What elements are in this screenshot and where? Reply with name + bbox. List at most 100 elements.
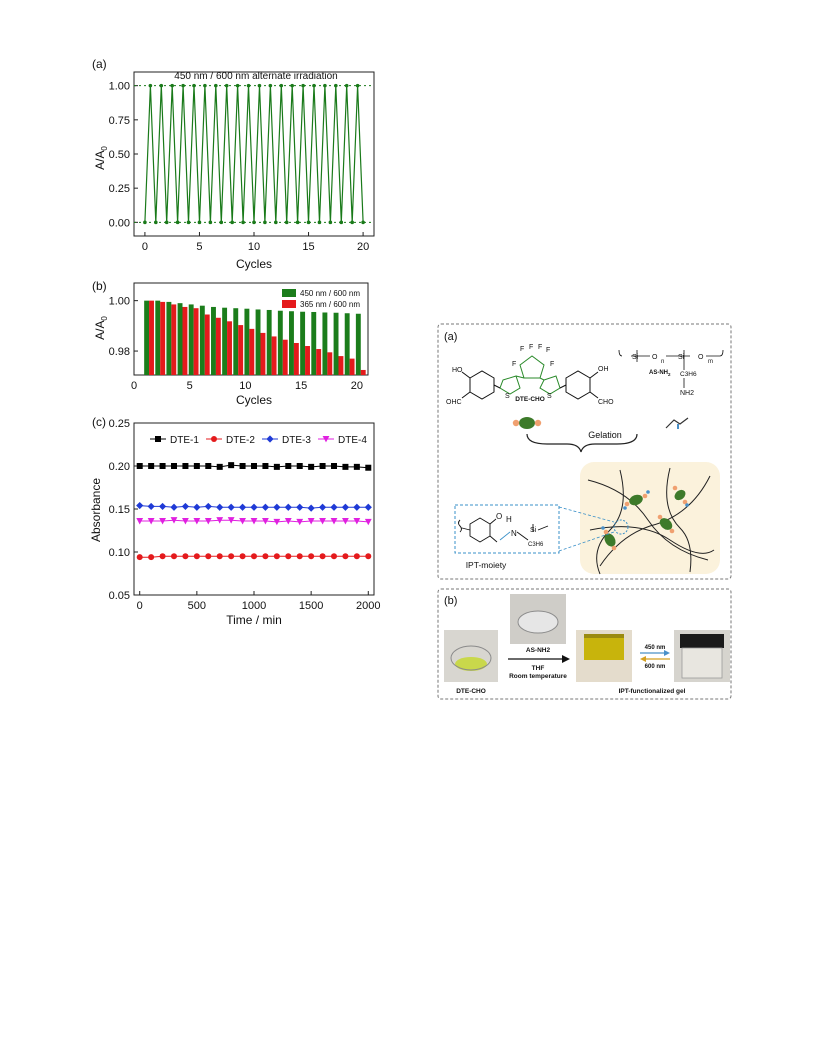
ipt-moiety-label: IPT-moiety <box>466 560 507 570</box>
data-point-a <box>154 220 158 225</box>
data-point-c <box>365 553 372 560</box>
ho-left: HO <box>452 367 463 374</box>
o-atom-2: O <box>698 354 704 361</box>
bar-green <box>233 308 239 375</box>
data-point-a <box>279 83 284 88</box>
clear-liquid-icon <box>517 610 559 634</box>
data-point-a <box>263 220 267 225</box>
data-point-c <box>251 553 257 560</box>
data-point-a <box>148 83 153 88</box>
y-axis-label-b: A/A0 <box>93 316 109 340</box>
aldehyde-end-icon <box>512 419 520 427</box>
data-point-c <box>148 554 155 561</box>
y-tick-label-c: 0.10 <box>109 547 130 559</box>
o-atom-1: O <box>652 354 658 361</box>
chart-a-title: 450 nm / 600 nm alternate irradiation <box>174 71 337 82</box>
data-point-c <box>147 518 155 525</box>
x-tick-label-c: 1000 <box>242 600 266 612</box>
dte-core-icon <box>519 417 535 429</box>
x-tick-label-c: 2000 <box>356 600 380 612</box>
y-tick-label-c: 0.15 <box>109 504 130 516</box>
f-atoms: F F F F F F <box>512 344 554 368</box>
data-point-c <box>319 518 326 525</box>
data-point-c <box>353 503 361 511</box>
y-tick-label-a: 0.50 <box>109 149 130 161</box>
data-point-c <box>331 553 337 560</box>
data-point-c <box>342 553 349 560</box>
chart-a: (a) 450 nm / 600 nm alternate irradiatio… <box>92 57 375 271</box>
bar-green <box>355 313 361 375</box>
data-point-c <box>262 518 269 525</box>
dte-cho-structure <box>461 355 599 400</box>
data-point-c <box>182 553 189 560</box>
legend-label-b: 450 nm / 600 nm <box>300 289 360 298</box>
data-point-c <box>182 463 189 469</box>
data-point-a <box>339 220 344 225</box>
moiety-si-atom: Si <box>530 527 537 534</box>
data-point-c <box>193 553 200 560</box>
data-point-c <box>319 553 326 560</box>
data-point-c <box>159 553 166 560</box>
glass-dish-icon <box>450 645 492 671</box>
s-atom-right: S <box>547 393 552 400</box>
data-point-c <box>251 463 257 469</box>
thiophene-right <box>539 375 561 395</box>
bar-red <box>238 325 244 375</box>
ipt-moiety-inset <box>454 504 560 554</box>
bar-green <box>311 311 317 375</box>
data-point-c <box>238 503 247 511</box>
zoom-lines <box>558 506 615 552</box>
si-atom-1: Si <box>632 354 639 361</box>
legend-label-c: DTE-1 <box>170 435 199 446</box>
data-point-a <box>257 83 262 88</box>
data-point-c <box>216 553 223 560</box>
data-point-a <box>361 220 365 225</box>
x-axis-a: 0 5 10 15 20 <box>142 232 369 253</box>
data-point-a <box>301 83 305 88</box>
data-point-a <box>143 220 147 225</box>
moiety-n-atom: N <box>511 529 517 538</box>
x-tick-label-a: 20 <box>357 241 369 253</box>
bar-red <box>171 304 177 375</box>
data-point-c <box>262 553 269 560</box>
data-point-a <box>192 83 196 88</box>
data-point-a <box>159 83 164 88</box>
data-point-c <box>204 502 212 511</box>
data-point-a <box>230 220 234 225</box>
x-tick-label-b: 15 <box>295 380 307 392</box>
data-point-c <box>136 554 143 561</box>
y-axis-label-a: A/A0 <box>93 146 109 170</box>
network-dte-node <box>604 533 616 547</box>
data-point-c <box>353 463 360 470</box>
moiety-o-atom: O <box>496 512 502 521</box>
data-point-c <box>322 436 330 443</box>
data-point-a <box>344 83 349 88</box>
forward-wavelength: 450 nm <box>645 645 666 651</box>
data-point-c <box>330 503 338 511</box>
legend-label-b: 365 nm / 600 nm <box>300 300 360 309</box>
data-point-a <box>208 220 213 225</box>
bar-green <box>211 306 216 375</box>
chart-c: (c) 0.05 0.10 0.15 0.20 0.25 0 500 1000 1500 200… <box>89 415 381 627</box>
data-point-c <box>296 553 303 560</box>
forward-arrow-head <box>664 650 670 656</box>
data-point-c <box>296 463 303 469</box>
x-axis-label-b: Cycles <box>236 393 272 407</box>
benzene-left <box>469 370 495 400</box>
y-tick-label-a: 1.00 <box>109 81 130 93</box>
as-nh2-label: AS-NH2 <box>649 370 671 377</box>
data-point-c <box>193 518 201 525</box>
data-point-c <box>181 502 190 511</box>
data-point-a <box>170 83 174 88</box>
y-tick-label-b: 1.00 <box>109 296 130 308</box>
y-axis-b: 0.98 1.00 <box>109 296 138 358</box>
data-point-a <box>197 220 202 225</box>
moiety-c3h6: C3H6 <box>528 542 544 548</box>
y-axis-c: 0.05 0.10 0.15 0.20 0.25 <box>109 418 138 602</box>
y-tick-label-b: 0.98 <box>109 346 130 358</box>
bar-green <box>266 309 272 375</box>
bar-red <box>215 317 221 375</box>
data-point-c <box>228 553 235 560</box>
data-point-c <box>296 518 304 526</box>
series-c <box>136 462 372 561</box>
